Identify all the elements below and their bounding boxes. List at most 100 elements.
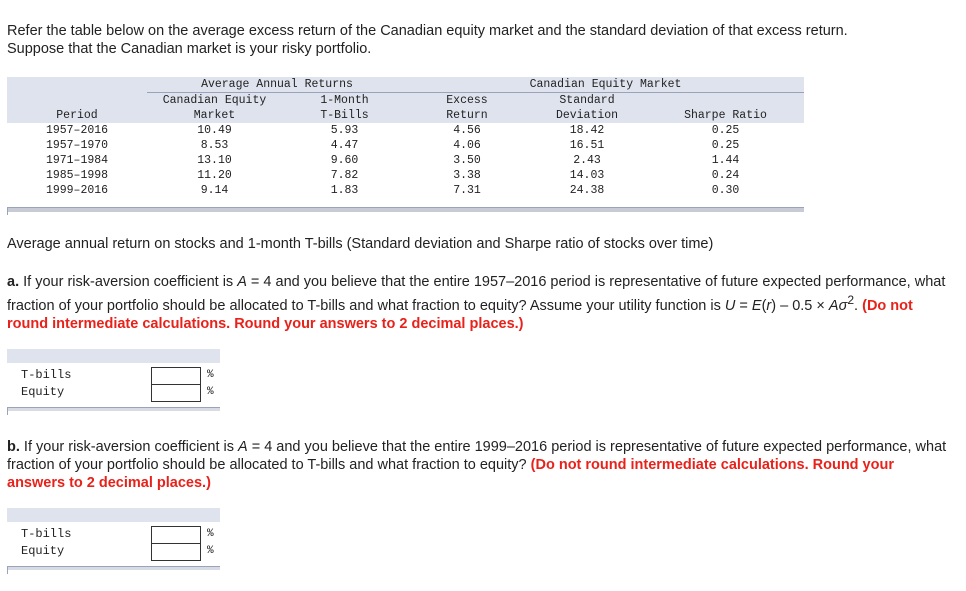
question-a-instruction: (Do not round intermediate calculations.… (7, 297, 913, 332)
cell-sd: 16.51 (569, 139, 605, 152)
returns-table-container: Average Annual Returns Canadian Equity M… (7, 77, 804, 198)
var-a: A (237, 274, 247, 290)
answer-a-tbills-unit: % (207, 369, 214, 381)
cell-tbills: 9.60 (330, 154, 359, 167)
table-row: 1999–2016 9.14 1.83 7.31 24.38 0.30 (7, 183, 804, 198)
answer-block-b-tick (7, 566, 8, 574)
col-header-deviation: Deviation (527, 108, 647, 123)
col-header-period: Period (7, 108, 147, 123)
cell-tbills: 1.83 (330, 184, 359, 197)
answer-b-tbills-unit: % (207, 528, 214, 540)
cell-excess: 7.31 (453, 184, 481, 197)
cell-sharpe: 0.25 (711, 139, 740, 152)
var-r: r (766, 297, 772, 314)
answer-b-tbills-label: T-bills (21, 527, 72, 541)
col-header-return: Return (407, 108, 527, 123)
cell-market: 13.10 (197, 154, 232, 167)
col-header-excess: Excess (407, 92, 527, 108)
cell-period: 1957–2016 (45, 124, 109, 137)
cell-market: 11.20 (197, 169, 232, 182)
table-row: 1985–1998 11.20 7.82 3.38 14.03 0.24 (7, 168, 804, 183)
question-a: a. If your risk-aversion coefficient is … (7, 273, 952, 333)
col-header-market: Market (147, 108, 282, 123)
var-e: E (751, 297, 762, 314)
cell-tbills: 5.93 (330, 124, 359, 137)
header-row-3: Period Market T-Bills Return Deviation S… (7, 108, 804, 123)
cell-sharpe: 0.24 (711, 169, 740, 182)
col-header-canadian-equity: Canadian Equity (147, 92, 282, 108)
cell-sd: 24.38 (569, 184, 605, 197)
answer-a-tbills-input[interactable] (151, 367, 201, 385)
intro-line-2: Suppose that the Canadian market is your… (7, 41, 372, 57)
answer-a-equity-input[interactable] (151, 384, 201, 402)
group-header-average-returns: Average Annual Returns (147, 77, 407, 93)
intro-line-1: Refer the table below on the average exc… (7, 23, 848, 39)
eq-minus: – 0.5 × (776, 297, 829, 314)
superscript-2: 2 (847, 293, 855, 307)
table-row: 1957–1970 8.53 4.47 4.06 16.51 0.25 (7, 138, 804, 153)
table-row: 1971–1984 13.10 9.60 3.50 2.43 1.44 (7, 153, 804, 168)
question-a-label: a. (7, 274, 20, 290)
col-header-one-month: 1-Month (282, 92, 407, 108)
cell-period: 1985–1998 (45, 169, 109, 182)
table-bottom-rule (7, 207, 804, 212)
cell-sd: 2.43 (573, 154, 601, 167)
var-a-b: A (238, 439, 248, 455)
answer-block-a: T-bills % Equity % (7, 349, 220, 415)
answer-b-equity-input[interactable] (151, 543, 201, 561)
question-a-text-2: = 4 and you believe that the entire 1957… (7, 274, 946, 314)
cell-sharpe: 1.44 (711, 154, 740, 167)
table-bottom-tick (7, 207, 8, 215)
answer-block-a-header (7, 349, 220, 363)
table-caption: Average annual return on stocks and 1-mo… (7, 236, 714, 252)
cell-market: 8.53 (200, 139, 229, 152)
col-header-tbills: T-Bills (282, 108, 407, 123)
cell-period: 1971–1984 (45, 154, 109, 167)
cell-period: 1957–1970 (45, 139, 109, 152)
cell-sd: 14.03 (569, 169, 605, 182)
cell-tbills: 7.82 (330, 169, 359, 182)
paren-open: ( (761, 297, 767, 314)
answer-a-equity-unit: % (207, 386, 214, 398)
cell-excess: 3.50 (453, 154, 481, 167)
eq-period: . (854, 297, 863, 314)
question-a-text-1: If your risk-aversion coefficient is (19, 274, 238, 290)
returns-table: Average Annual Returns Canadian Equity M… (7, 77, 804, 198)
answer-b-tbills-input[interactable] (151, 526, 201, 544)
question-b-label: b. (7, 439, 20, 455)
col-header-sharpe: Sharpe Ratio (647, 108, 804, 123)
answer-a-tbills-label: T-bills (21, 368, 72, 382)
question-b-text-2: = 4 and you believe that the entire 1999… (7, 439, 947, 473)
col-header-standard: Standard (527, 92, 647, 108)
header-row-2: Canadian Equity 1-Month Excess Standard (7, 92, 804, 108)
cell-sharpe: 0.25 (711, 124, 740, 137)
cell-sharpe: 0.30 (711, 184, 740, 197)
eq-start: = (735, 297, 752, 314)
var-u: U (724, 297, 736, 314)
question-b-text-1: If your risk-aversion coefficient is (19, 439, 239, 455)
cell-market: 10.49 (197, 124, 232, 137)
var-sigma: σ (838, 297, 848, 314)
question-b: b. If your risk-aversion coefficient is … (7, 438, 952, 492)
answer-block-b-header (7, 508, 220, 522)
intro-text: Refer the table below on the average exc… (7, 22, 957, 58)
cell-period: 1999–2016 (45, 184, 109, 197)
var-a-2: A (828, 297, 839, 314)
cell-tbills: 4.47 (330, 139, 359, 152)
question-b-instruction: (Do not round intermediate calculations.… (7, 457, 894, 491)
group-header-canadian-market: Canadian Equity Market (407, 77, 804, 93)
header-row-groups: Average Annual Returns Canadian Equity M… (7, 77, 804, 93)
answer-block-b-rule (7, 566, 220, 570)
answer-b-equity-unit: % (207, 545, 214, 557)
answer-block-a-tick (7, 407, 8, 415)
answer-a-equity-label: Equity (21, 385, 65, 399)
answer-block-b: T-bills % Equity % (7, 508, 220, 574)
paren-close: ) (771, 297, 777, 314)
cell-excess: 3.38 (453, 169, 481, 182)
answer-b-equity-label: Equity (21, 544, 65, 558)
table-row: 1957–2016 10.49 5.93 4.56 18.42 0.25 (7, 123, 804, 138)
cell-sd: 18.42 (569, 124, 605, 137)
cell-excess: 4.56 (453, 124, 481, 137)
answer-block-a-rule (7, 407, 220, 411)
cell-market: 9.14 (200, 184, 229, 197)
